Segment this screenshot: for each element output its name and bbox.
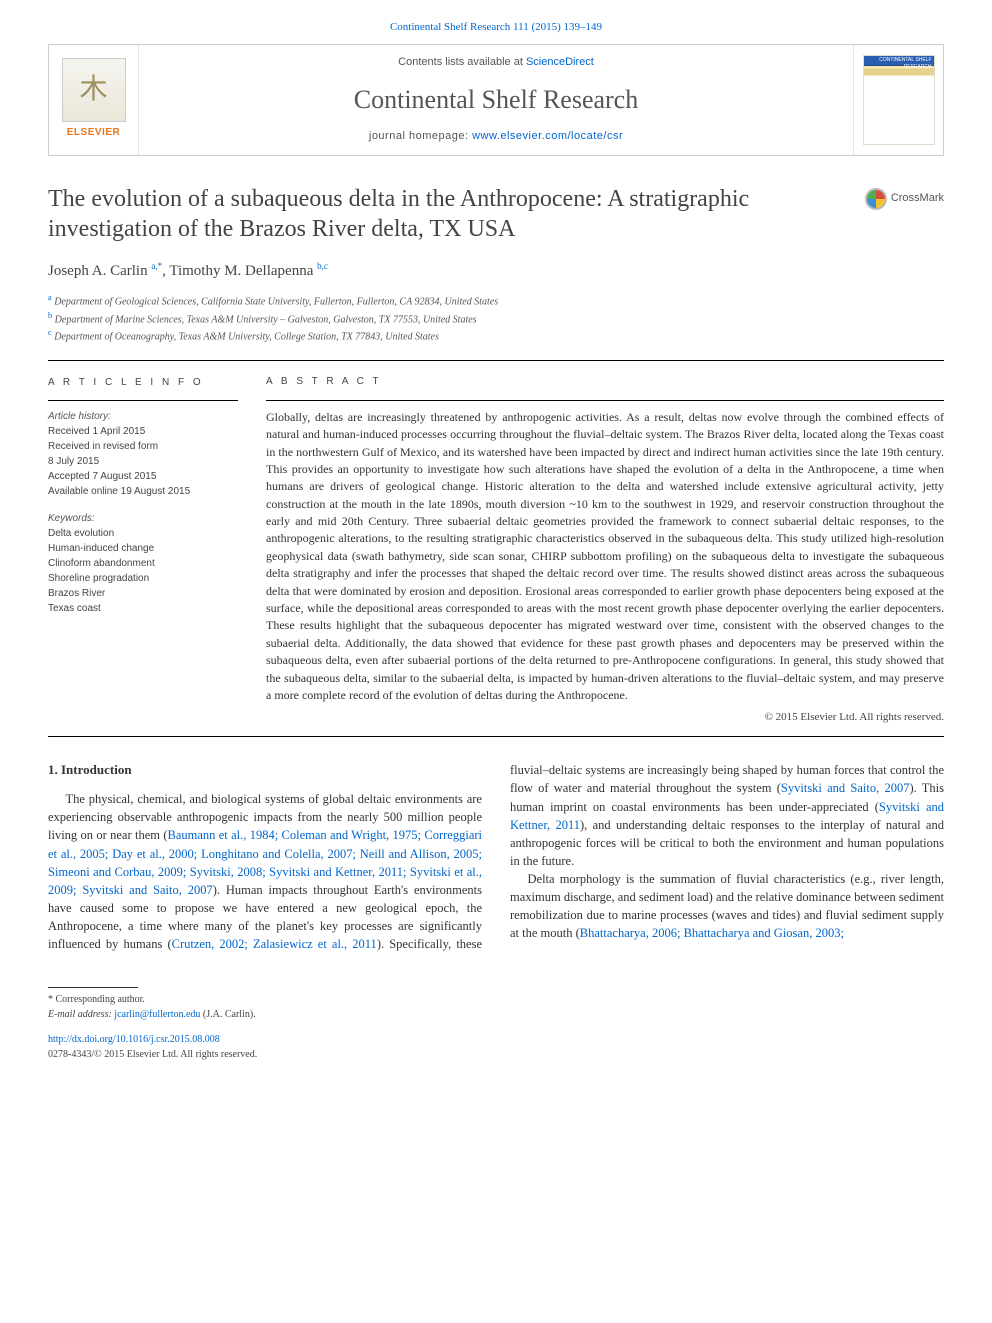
crossmark-widget[interactable]: CrossMark [865,188,944,210]
cover-title-strip: CONTINENTAL SHELF RESEARCH [864,56,934,66]
journal-homepage-line: journal homepage: www.elsevier.com/locat… [147,129,845,145]
crossmark-icon [865,188,887,210]
author-marks[interactable]: a,* [151,261,162,271]
affiliation-text: Department of Oceanography, Texas A&M Un… [54,331,439,342]
author-list: Joseph A. Carlin a,*, Timothy M. Dellape… [48,260,944,283]
issn-copyright: 0278-4343/© 2015 Elsevier Ltd. All right… [48,1047,944,1062]
top-citation[interactable]: Continental Shelf Research 111 (2015) 13… [48,20,944,36]
article-info-heading: A R T I C L E I N F O [48,375,238,390]
journal-cover-block: CONTINENTAL SHELF RESEARCH [853,45,943,155]
journal-homepage-link[interactable]: www.elsevier.com/locate/csr [472,130,623,142]
abstract-heading: A B S T R A C T [266,375,944,390]
publisher-wordmark: ELSEVIER [67,126,120,141]
keyword: Shoreline progradation [48,571,238,586]
email-who: (J.A. Carlin). [200,1009,255,1020]
affiliation-mark: b [48,311,52,320]
footnotes: * Corresponding author. E-mail address: … [48,981,944,1022]
affiliation-text: Department of Marine Sciences, Texas A&M… [55,314,477,325]
history-line: Received 1 April 2015 [48,424,238,439]
citation-link[interactable]: Syvitski and Saito, 2007 [781,781,910,795]
journal-name: Continental Shelf Research [147,81,845,119]
history-line: 8 July 2015 [48,454,238,469]
masthead-center: Contents lists available at ScienceDirec… [139,45,853,155]
author-name: Joseph A. Carlin [48,263,148,279]
citation-link[interactable]: Crutzen, 2002; Zalasiewicz et al., 2011 [172,937,377,951]
journal-cover-thumb: CONTINENTAL SHELF RESEARCH [863,55,935,145]
author-name: Timothy M. Dellapenna [169,263,313,279]
body-paragraph: Delta morphology is the summation of flu… [510,870,944,943]
email-line: E-mail address: jcarlin@fullerton.edu (J… [48,1007,944,1022]
sciencedirect-link[interactable]: ScienceDirect [526,56,594,68]
doi-link[interactable]: http://dx.doi.org/10.1016/j.csr.2015.08.… [48,1032,944,1047]
affiliation-text: Department of Geological Sciences, Calif… [54,297,498,308]
divider [48,736,944,737]
corresponding-author-note: * Corresponding author. [48,992,944,1007]
body-columns: 1. Introduction The physical, chemical, … [48,761,944,953]
affiliation-list: a Department of Geological Sciences, Cal… [48,292,944,344]
history-label: Article history: [48,409,238,424]
abstract-text: Globally, deltas are increasingly threat… [266,409,944,705]
crossmark-label: CrossMark [891,191,944,207]
affiliation-mark: c [48,328,52,337]
affiliation: a Department of Geological Sciences, Cal… [48,292,944,309]
email-label: E-mail address: [48,1009,114,1020]
author-marks[interactable]: b,c [317,261,328,271]
article-info-col: A R T I C L E I N F O Article history: R… [48,375,238,726]
masthead: ⽊ ELSEVIER Contents lists available at S… [48,44,944,156]
divider [48,400,238,401]
email-link[interactable]: jcarlin@fullerton.edu [114,1009,200,1020]
elsevier-tree-icon: ⽊ [62,58,126,122]
contents-lists-line: Contents lists available at ScienceDirec… [147,55,845,71]
keywords-label: Keywords: [48,511,238,526]
keyword: Brazos River [48,586,238,601]
abstract-copyright: © 2015 Elsevier Ltd. All rights reserved… [266,710,944,726]
section-heading: 1. Introduction [48,761,482,780]
article-title: The evolution of a subaqueous delta in t… [48,184,845,244]
keyword: Human-induced change [48,541,238,556]
citation-link[interactable]: Bhattacharya, 2006; Bhattacharya and Gio… [580,926,844,940]
keyword: Clinoform abandonment [48,556,238,571]
divider [266,400,944,401]
affiliation: c Department of Oceanography, Texas A&M … [48,327,944,344]
history-line: Accepted 7 August 2015 [48,469,238,484]
homepage-prefix: journal homepage: [369,130,472,142]
history-line: Available online 19 August 2015 [48,484,238,499]
publisher-logo-block: ⽊ ELSEVIER [49,45,139,155]
contents-prefix: Contents lists available at [398,56,526,68]
history-line: Received in revised form [48,439,238,454]
doi-block: http://dx.doi.org/10.1016/j.csr.2015.08.… [48,1032,944,1062]
keyword: Texas coast [48,601,238,616]
affiliation-mark: a [48,293,52,302]
footnote-rule [48,987,138,988]
affiliation: b Department of Marine Sciences, Texas A… [48,310,944,327]
abstract-col: A B S T R A C T Globally, deltas are inc… [266,375,944,726]
keyword: Delta evolution [48,526,238,541]
